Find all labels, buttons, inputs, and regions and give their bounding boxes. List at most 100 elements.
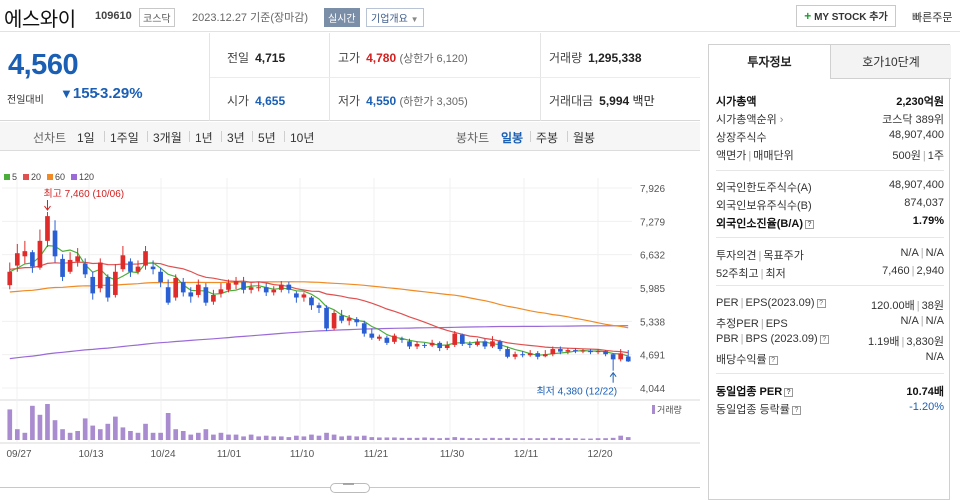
tab-order-book[interactable]: 호가10단계: [830, 45, 951, 79]
volume-bar: [392, 437, 397, 440]
info-row: 투자의견 | 목표주가 N/A | N/A: [716, 245, 944, 263]
volume-bar: [218, 432, 224, 440]
volume-bar: [603, 438, 608, 440]
info-row: 추정PER | EPS N/A | N/A: [716, 313, 944, 331]
candle-body: [67, 259, 73, 272]
tab-line-2[interactable]: 3개월: [153, 131, 182, 145]
info-row: 시가총액 2,230억원: [716, 91, 944, 109]
volume-bar: [30, 405, 35, 440]
tab-candle-2[interactable]: 월봉: [573, 131, 596, 145]
chart-scroll-handle[interactable]: [330, 478, 370, 493]
volume-bar: [97, 429, 103, 440]
info-row-label: PER | EPS(2023.09)?: [716, 297, 826, 309]
tab-line-4[interactable]: 3년: [227, 131, 245, 145]
volume-bar: [301, 436, 307, 440]
volume-bar: [331, 434, 337, 440]
tab-line-6[interactable]: 10년: [290, 131, 315, 145]
info-row-label: 외국인보유주식수(B): [716, 200, 812, 212]
price-chart: 7,926 7,279 6,632 5,985 5,338 4,691 4,044 09/27…: [0, 152, 700, 500]
tab-candle-0[interactable]: 일봉: [501, 131, 524, 145]
tab-candle-1[interactable]: 주봉: [536, 131, 559, 145]
info-row-value: 874,037: [904, 197, 944, 209]
candle-body: [422, 344, 427, 346]
volume-bar: [354, 436, 360, 440]
candle-body: [535, 353, 541, 357]
volume-bar: [150, 432, 156, 440]
candle-body: [520, 354, 525, 356]
volume-bar: [233, 434, 239, 440]
help-icon[interactable]: ?: [819, 335, 829, 344]
volume-bar: [482, 438, 488, 440]
help-icon[interactable]: ?: [805, 220, 814, 229]
y-tick-label: 4,044: [640, 384, 665, 395]
candle-body: [452, 333, 458, 345]
info-row: 배당수익률? N/A: [716, 349, 944, 367]
tab-line-1[interactable]: 1주일: [110, 131, 139, 145]
volume-bar: [527, 438, 533, 440]
y-tick-label: 4,691: [640, 351, 665, 362]
candle-body: [331, 312, 337, 329]
info-row-value: 48,907,400: [888, 179, 944, 191]
help-icon[interactable]: ?: [768, 356, 778, 365]
down-triangle-icon: ▼: [60, 86, 73, 101]
y-tick-label: 7,926: [640, 184, 665, 195]
candle-body: [113, 271, 118, 295]
candle-body: [505, 349, 510, 357]
volume-bar: [618, 435, 624, 440]
volume-bar: [414, 437, 420, 440]
volume-bar: [22, 432, 28, 440]
volume-bar: [595, 438, 601, 440]
tab-line-5[interactable]: 5년: [258, 131, 276, 145]
volume-bar: [165, 413, 171, 440]
help-icon[interactable]: ?: [784, 388, 794, 397]
plus-icon: +: [804, 9, 812, 23]
line-chart-label: 선차트: [33, 131, 67, 145]
candle-body: [414, 343, 420, 347]
info-row: 동일업종 PER? 10.74배: [716, 381, 944, 399]
candle-body: [105, 276, 111, 298]
info-row-value: 500원 | 1주: [892, 150, 944, 162]
info-row-label: 동일업종 등락률?: [716, 401, 801, 417]
quick-order-link[interactable]: 빠른주문: [912, 12, 953, 24]
candle-body: [150, 266, 156, 270]
info-row-label: 외국인한도주식수(A): [716, 182, 812, 194]
tab-line-3[interactable]: 1년: [195, 131, 213, 145]
add-mystock-button[interactable]: + MY STOCK 추가: [796, 5, 896, 27]
candle-body: [233, 281, 239, 285]
volume-bar: [369, 437, 375, 440]
chart-legend: 5 20 60 120: [4, 172, 100, 182]
y-tick-label: 7,279: [640, 217, 665, 228]
help-icon[interactable]: ?: [791, 406, 801, 415]
info-row: 외국인소진율(B/A)? 1.79%: [716, 213, 944, 231]
candle-body: [475, 341, 480, 345]
legend-item-ma60: 60: [47, 172, 65, 182]
x-tick-label: 10/24: [150, 449, 175, 460]
volume-bar: [588, 438, 593, 440]
candle-body: [218, 289, 224, 294]
candlestick-chart: 7,926 7,279 6,632 5,985 5,338 4,691 4,044 09/27…: [0, 178, 700, 460]
candle-body: [354, 319, 360, 323]
volume-bar: [512, 438, 518, 440]
info-row: PER | EPS(2023.09)? 120.00배 | 38원: [716, 295, 944, 313]
volume-bar: [399, 437, 405, 440]
base-date: 2023.12.27 기준(장마감): [192, 12, 309, 24]
candle-body: [625, 356, 631, 362]
tab-investment-info[interactable]: 투자정보: [709, 45, 830, 79]
company-overview-dropdown[interactable]: 기업개요 ▼: [366, 8, 424, 27]
x-tick-label: 11/01: [217, 449, 242, 460]
candle-body: [490, 341, 495, 347]
candle-body: [542, 354, 548, 357]
realtime-button[interactable]: 실시간: [324, 8, 360, 27]
candle-body: [120, 255, 126, 270]
volume-bar: [271, 436, 277, 440]
volume-bar: [542, 438, 548, 440]
candle-body: [14, 253, 20, 266]
candle-body: [316, 305, 322, 308]
candle-body: [135, 266, 141, 272]
help-icon[interactable]: ?: [816, 299, 826, 308]
volume-bar: [339, 436, 344, 440]
legend-item-ma5: 5: [4, 172, 17, 182]
x-tick-label: 11/10: [290, 449, 315, 460]
tab-line-0[interactable]: 1일: [77, 131, 95, 145]
volume-bar: [475, 438, 480, 440]
